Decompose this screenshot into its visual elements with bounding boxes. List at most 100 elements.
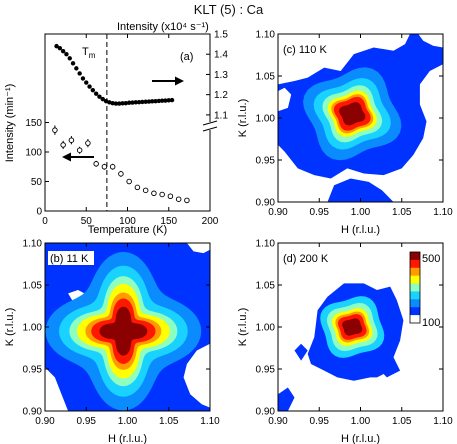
a-right-tick-label: 1.3 xyxy=(214,70,228,81)
panel-b-contour-map: 0.90 0.95 1.00 1.05 1.10 0.90 0.95 1.00 1.05 1.10… xyxy=(4,239,220,444)
panel-c-ticks: 0.90 0.95 1.00 1.05 1.10 0.90 0.95 1.00 1.05 1.10 xyxy=(256,30,454,219)
panel-a-label: (a) xyxy=(180,51,193,63)
panel-d-ticks: 0.90 0.95 1.00 1.05 1.10 0.90 0.95 1.00 1.05 1.10 xyxy=(256,239,454,428)
open-circle-point xyxy=(109,163,116,170)
filled-dot-point xyxy=(163,98,168,103)
panel-a-x-ticks: 0 50 100 150 200 xyxy=(42,34,219,227)
contour-level-1 xyxy=(327,178,394,202)
open-circle-point xyxy=(175,196,182,202)
filled-dot-point xyxy=(153,98,158,104)
filled-dot-point xyxy=(136,99,142,105)
b-y-tick-label: 0.95 xyxy=(23,365,43,376)
panel-c-plot-area xyxy=(278,34,443,202)
left-arrow-icon xyxy=(62,152,94,162)
d-y-tick-label: 1.10 xyxy=(256,239,276,250)
open-circle-point xyxy=(142,187,149,194)
c-y-tick-label: 1.05 xyxy=(256,72,276,83)
contour-white-region xyxy=(45,367,69,411)
panel-d-y-axis-label: K (r.l.u.) xyxy=(237,308,249,347)
contour-white-region xyxy=(418,34,443,48)
right-arrow-icon xyxy=(152,76,184,86)
panel-d-contour-map: 0.90 0.95 1.00 1.05 1.10 0.90 0.95 1.00 1.05 1.10… xyxy=(237,239,453,444)
filled-dot-point xyxy=(97,94,102,99)
open-circle-point xyxy=(134,184,141,191)
a-y-tick-label: 100 xyxy=(25,148,42,159)
filled-dot-point xyxy=(140,99,145,105)
a-y-tick-label: 150 xyxy=(25,118,42,129)
d-x-tick-label: 1.05 xyxy=(392,416,412,427)
b-x-tick-label: 1.05 xyxy=(159,416,179,427)
filled-dot-point xyxy=(103,98,109,104)
filled-dot-point xyxy=(93,91,99,96)
colorbar-swatch xyxy=(410,259,420,269)
colorbar xyxy=(409,251,421,324)
contour-white-region xyxy=(377,374,391,388)
filled-dot-point xyxy=(113,101,119,106)
d-x-tick-label: 1.10 xyxy=(433,416,453,427)
panel-a-data xyxy=(52,43,190,204)
panel-a-x-axis-label: Temperature (K) xyxy=(88,224,167,236)
a-y-tick-label: 50 xyxy=(31,177,43,188)
colorbar-swatch xyxy=(410,252,420,261)
filled-dot-point xyxy=(64,52,69,57)
a-right-tick-label: 1.1 xyxy=(214,110,228,121)
c-x-tick-label: 0.90 xyxy=(268,207,288,218)
panel-d-label: (d) 200 K xyxy=(283,253,329,265)
open-circle-point xyxy=(118,171,124,177)
d-y-tick-label: 1.00 xyxy=(256,323,276,334)
open-circle-point xyxy=(52,127,58,133)
filled-dot-point xyxy=(87,84,92,89)
d-y-tick-label: 0.90 xyxy=(256,407,276,418)
filled-dot-point xyxy=(67,56,72,61)
panel-d-x-axis-label: H (r.l.u.) xyxy=(341,433,380,444)
open-circle-point xyxy=(159,191,165,198)
filled-dot-point xyxy=(130,100,135,105)
a-x-tick-label: 0 xyxy=(42,216,48,227)
colorbar-swatch xyxy=(410,275,420,284)
panel-b-plot-area xyxy=(45,243,210,411)
filled-dot-point xyxy=(166,98,171,103)
filled-dot-point xyxy=(120,101,125,106)
tm-label: Tm xyxy=(82,46,96,60)
b-y-tick-label: 1.10 xyxy=(23,239,43,250)
b-y-tick-label: 1.05 xyxy=(23,281,43,292)
panel-b-ticks: 0.90 0.95 1.00 1.05 1.10 0.90 0.95 1.00 1.05 1.10 xyxy=(23,239,221,428)
filled-dot-point xyxy=(169,97,175,103)
filled-dot-point xyxy=(126,100,132,105)
panel-c-y-axis-label: K (r.l.u.) xyxy=(237,99,249,138)
filled-dot-point xyxy=(117,101,122,106)
filled-dot-point xyxy=(146,99,152,104)
panel-b-y-axis-label: K (r.l.u.) xyxy=(4,308,16,347)
colorbar-swatch xyxy=(410,299,420,308)
c-x-tick-label: 1.05 xyxy=(392,207,412,218)
panel-c-contour-map: 0.90 0.95 1.00 1.05 1.10 0.90 0.95 1.00 1.05 1.10… xyxy=(237,30,453,237)
contour-level-8 xyxy=(339,102,366,126)
contour-white-region xyxy=(186,243,210,254)
colorbar-swatch xyxy=(410,267,420,276)
contour-white-region xyxy=(183,343,210,408)
panel-a-y-axis-label: Intensity (min⁻¹) xyxy=(4,84,16,163)
d-y-tick-label: 1.05 xyxy=(256,281,276,292)
filled-dot-point xyxy=(80,76,86,81)
d-x-tick-label: 1.00 xyxy=(351,416,371,427)
d-x-tick-label: 0.90 xyxy=(268,416,288,427)
a-x-tick-label: 50 xyxy=(81,216,93,227)
filled-dot-point xyxy=(110,100,115,106)
colorbar-min-label: 100 xyxy=(422,317,440,329)
contour-level-8 xyxy=(342,318,363,336)
panel-b-label: (b) 11 K xyxy=(50,253,89,265)
colorbar-swatch xyxy=(410,307,420,316)
filled-dot-point xyxy=(133,100,138,105)
contour-level-1 xyxy=(294,343,308,361)
b-x-tick-label: 0.95 xyxy=(77,416,97,427)
axis-break-icon xyxy=(202,120,218,132)
contour-white-region xyxy=(278,64,443,202)
a-x-tick-label: 150 xyxy=(160,216,177,227)
panel-b-x-axis-label: H (r.l.u.) xyxy=(108,433,147,444)
a-right-tick-label: 1.2 xyxy=(214,90,228,101)
c-y-tick-label: 1.10 xyxy=(256,30,276,41)
contour-level-8 xyxy=(99,306,148,356)
contour-level-1 xyxy=(278,387,295,411)
colorbar-swatch xyxy=(410,283,420,292)
c-x-tick-label: 1.10 xyxy=(433,207,453,218)
